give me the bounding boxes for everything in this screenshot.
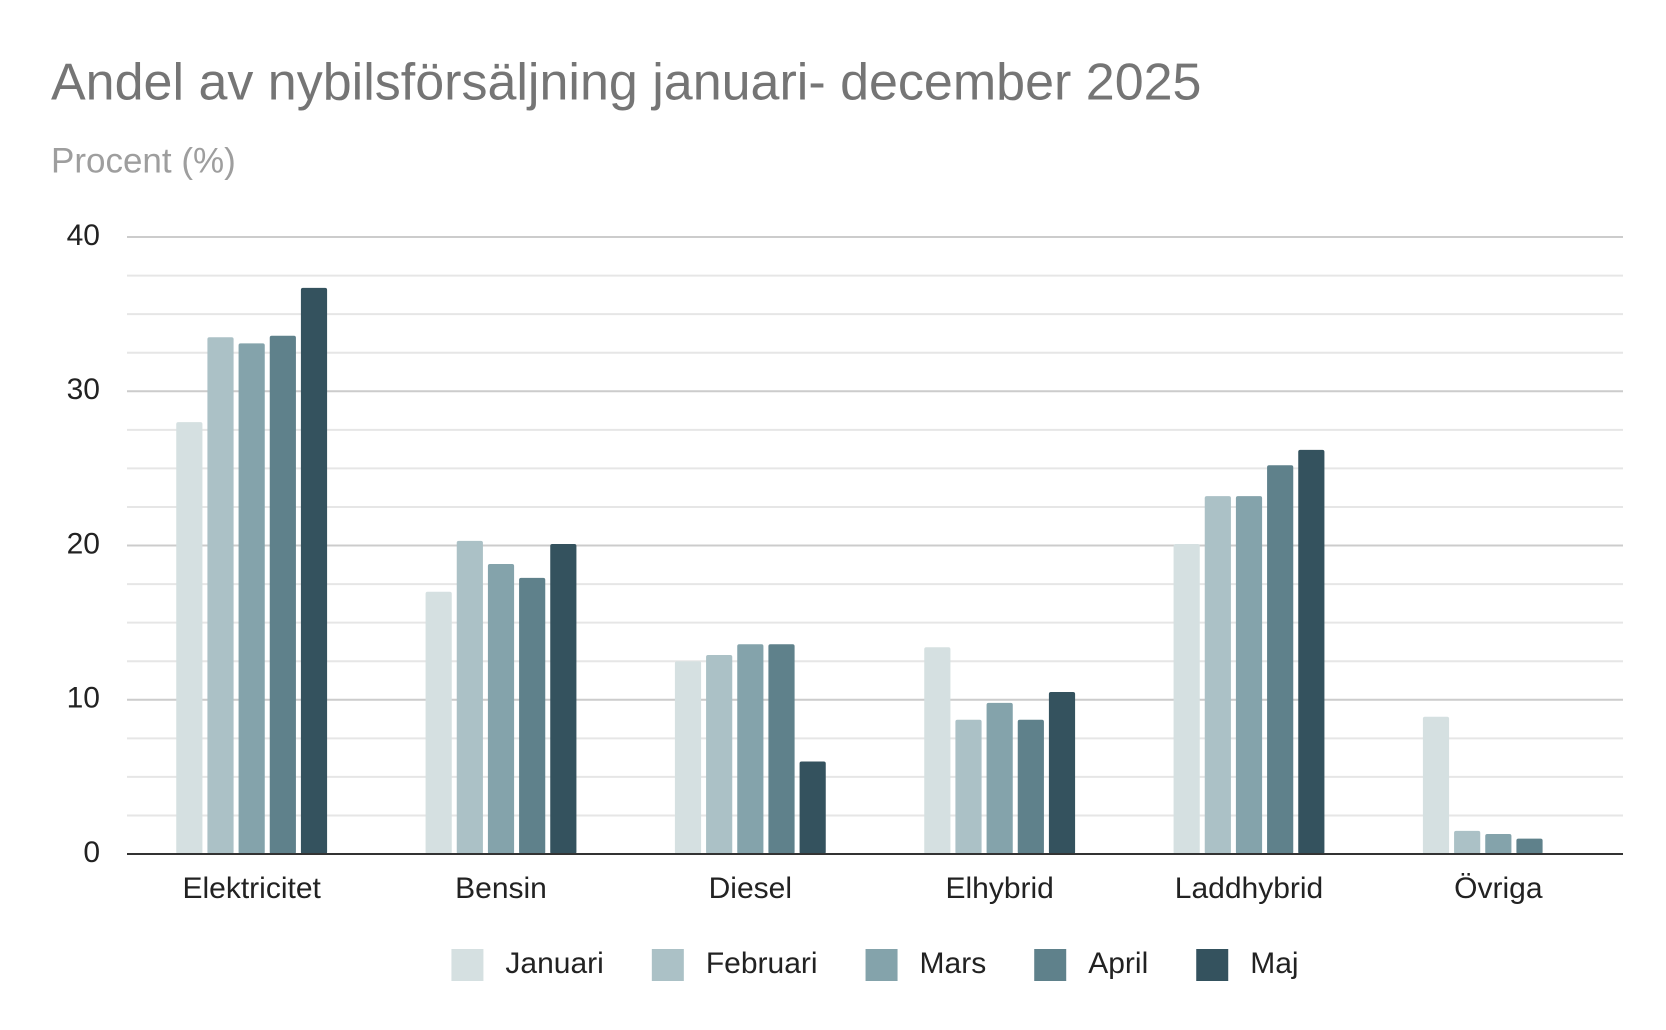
bar <box>924 647 951 854</box>
bar <box>1204 496 1231 854</box>
x-tick-label: Diesel <box>709 872 792 905</box>
legend-label: Januari <box>505 947 603 980</box>
chart-subtitle: Procent (%) <box>51 141 236 180</box>
bar <box>425 591 452 854</box>
y-tick-label: 10 <box>67 682 100 715</box>
bar <box>737 644 764 854</box>
chart-title: Andel av nybilsförsäljning januari- dece… <box>51 54 1201 112</box>
bar <box>1235 496 1263 854</box>
legend-swatch <box>451 949 484 981</box>
bar <box>300 287 328 855</box>
x-tick-label: Elhybrid <box>945 872 1053 905</box>
legend-swatch <box>865 949 898 981</box>
legend-swatch <box>1196 949 1229 981</box>
bar <box>674 661 702 854</box>
bar <box>799 761 826 854</box>
legend-label: Maj <box>1250 947 1298 980</box>
bar <box>1422 716 1450 854</box>
bar <box>1516 838 1543 854</box>
bar <box>238 343 265 854</box>
x-tick-label: Bensin <box>455 872 547 905</box>
bar <box>1298 449 1325 854</box>
y-tick-label: 30 <box>67 373 100 406</box>
bar <box>1267 465 1294 854</box>
legend-swatch <box>651 949 684 981</box>
bar <box>1048 692 1076 854</box>
legend-label: Mars <box>920 947 987 980</box>
bar <box>487 564 515 854</box>
y-tick-label: 40 <box>67 219 100 252</box>
bar <box>986 702 1013 854</box>
bar <box>768 644 795 854</box>
y-tick-label: 20 <box>67 527 100 560</box>
x-tick-label: Elektricitet <box>182 872 321 905</box>
bar <box>176 422 203 854</box>
bar <box>706 655 733 854</box>
bar <box>269 335 296 855</box>
bar <box>207 337 234 854</box>
legend-label: Februari <box>706 947 818 980</box>
bar <box>1454 830 1481 854</box>
bar <box>1017 719 1044 854</box>
y-tick-label: 0 <box>83 836 100 869</box>
bar <box>955 719 982 854</box>
legend-label: April <box>1088 947 1148 980</box>
bar <box>519 577 546 854</box>
bar <box>1173 543 1200 854</box>
x-tick-label: Övriga <box>1454 872 1543 905</box>
x-tick-label: Laddhybrid <box>1175 872 1323 905</box>
bar <box>550 543 577 854</box>
bar <box>1485 833 1512 854</box>
bar <box>456 540 483 854</box>
legend-swatch <box>1034 949 1067 981</box>
